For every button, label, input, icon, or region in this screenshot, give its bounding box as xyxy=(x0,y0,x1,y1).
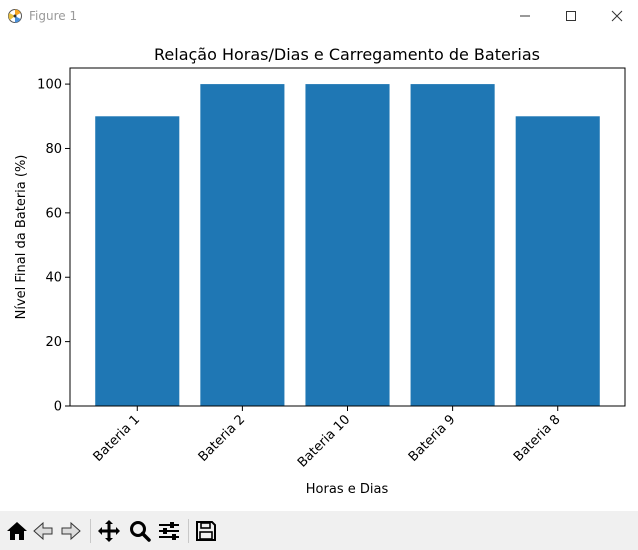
y-axis-label: Nível Final da Bateria (%) xyxy=(14,155,29,320)
pan-button[interactable] xyxy=(97,519,121,543)
y-tick-label: 20 xyxy=(45,335,62,350)
bar-bateria-8 xyxy=(515,116,600,407)
home-button[interactable] xyxy=(5,519,29,543)
y-tick-label: 40 xyxy=(45,271,62,286)
matplotlib-logo-icon xyxy=(8,9,22,23)
magnifier-icon xyxy=(130,521,151,542)
close-icon xyxy=(611,10,623,22)
zoom-button[interactable] xyxy=(128,519,152,543)
y-tick-label: 80 xyxy=(45,142,62,157)
arrow-left-icon xyxy=(33,521,53,541)
window-title: Figure 1 xyxy=(29,9,78,23)
x-tick-label: Bateria 2 xyxy=(196,412,249,465)
home-icon xyxy=(7,522,27,540)
bar-bateria-9 xyxy=(410,84,495,406)
toolbar-separator xyxy=(90,519,91,543)
bar-bateria-2 xyxy=(200,84,285,406)
save-button[interactable] xyxy=(194,519,218,543)
minimize-icon xyxy=(520,15,530,17)
forward-button[interactable] xyxy=(59,519,83,543)
bar-chart: Relação Horas/Dias e Carregamento de Bat… xyxy=(14,45,626,497)
x-tick-label: Bateria 9 xyxy=(406,412,459,465)
maximize-icon xyxy=(566,11,576,21)
x-tick-label: Bateria 10 xyxy=(295,412,353,470)
bar-bateria-1 xyxy=(95,116,180,407)
navigation-toolbar xyxy=(0,511,638,550)
y-tick-label: 100 xyxy=(37,78,62,93)
floppy-disk-icon xyxy=(196,521,216,541)
bar-bateria-10 xyxy=(305,84,390,406)
move-icon xyxy=(98,520,120,542)
x-tick-label: Bateria 1 xyxy=(91,412,144,465)
maximize-button[interactable] xyxy=(548,0,594,31)
chart-title: Relação Horas/Dias e Carregamento de Bat… xyxy=(154,45,540,64)
window-titlebar: Figure 1 xyxy=(0,0,638,31)
y-tick-label: 60 xyxy=(45,206,62,221)
y-tick-label: 0 xyxy=(54,400,62,415)
sliders-icon xyxy=(159,522,179,540)
close-button[interactable] xyxy=(594,0,638,31)
toolbar-separator xyxy=(188,519,189,543)
arrow-right-icon xyxy=(61,521,81,541)
x-tick-label: Bateria 8 xyxy=(511,412,564,465)
x-axis-label: Horas e Dias xyxy=(306,482,389,497)
back-button[interactable] xyxy=(31,519,55,543)
minimize-button[interactable] xyxy=(502,0,548,31)
configure-subplots-button[interactable] xyxy=(157,519,181,543)
figure-canvas[interactable]: Relação Horas/Dias e Carregamento de Bat… xyxy=(0,31,638,511)
